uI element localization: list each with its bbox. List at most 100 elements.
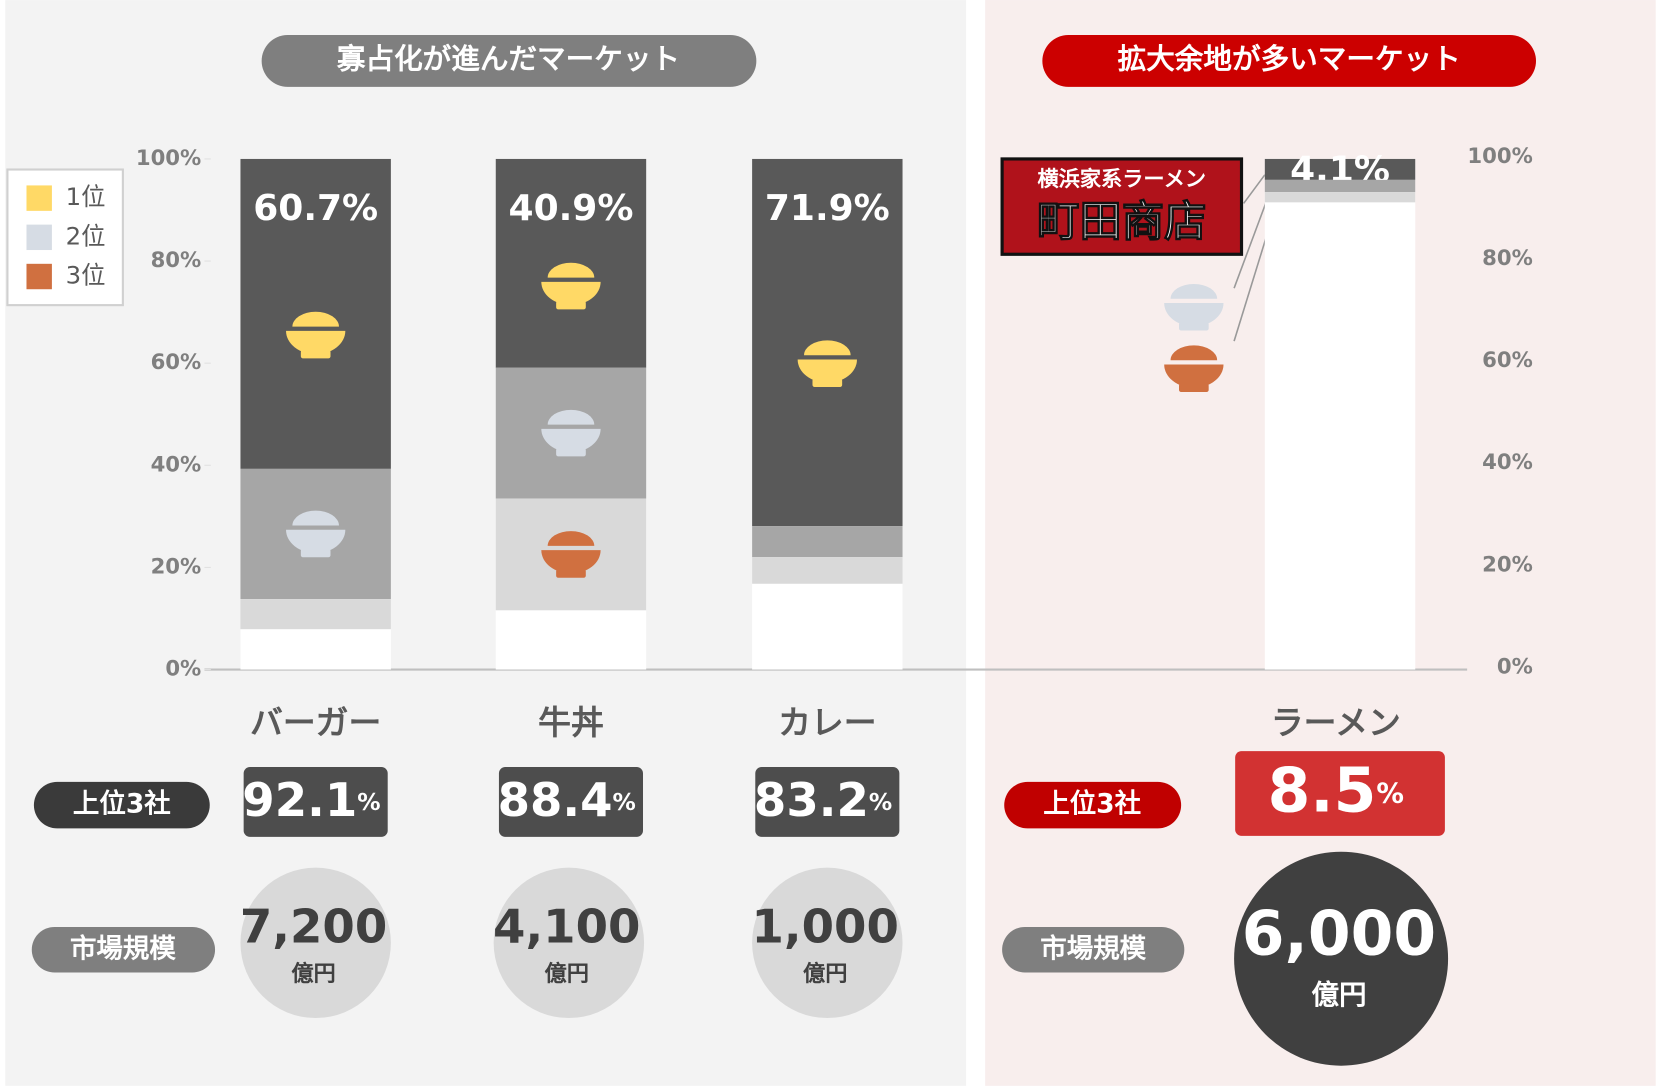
icon [286, 330, 346, 355]
icon [1179, 383, 1209, 392]
top3-value: 88.4 [498, 773, 613, 827]
top3-value: 8.5 [1268, 756, 1377, 827]
left-header: 寡占化が進んだマーケット [336, 41, 680, 75]
top3-title: 上位3社 [73, 789, 171, 820]
y2-tick-label: 40% [1482, 449, 1533, 474]
market-unit: 億円 [544, 961, 588, 987]
y2-tick-label: 60% [1482, 347, 1533, 372]
y-tick-label: 40% [151, 451, 202, 476]
top3-unit: % [869, 789, 892, 816]
top3-share: 88.4% [498, 773, 636, 827]
y-tick-label: 100% [136, 145, 201, 170]
icon [556, 447, 586, 457]
market-pill [1002, 926, 1185, 973]
top3-box [1235, 751, 1445, 836]
top3-unit: % [613, 789, 636, 816]
legend-swatch [26, 185, 52, 211]
y-tick-label: 60% [151, 349, 202, 374]
legend-swatch [26, 224, 52, 251]
bar-segment [1264, 158, 1416, 180]
icon [547, 262, 595, 278]
market-title: 市場規模 [70, 934, 176, 965]
data-label: 60.7% [253, 188, 378, 229]
x-tick-label: 牛丼 [538, 704, 604, 742]
right-header-pill [1042, 35, 1537, 87]
y2-tick-label: 20% [1482, 551, 1533, 576]
y2-tick-label: 80% [1482, 245, 1533, 270]
top3-value: 92.1 [242, 773, 357, 827]
left-header-pill [261, 35, 757, 87]
icon [547, 409, 595, 425]
icon [1164, 303, 1224, 327]
top3-box [755, 766, 900, 837]
icon [1179, 322, 1209, 331]
data-label: 40.9% [509, 188, 634, 229]
y-tick-label: 0% [165, 656, 201, 681]
top3-share: 8.5% [1268, 756, 1404, 827]
icon [1170, 283, 1218, 299]
market-unit: 億円 [1311, 979, 1366, 1011]
bar-segment [1264, 179, 1416, 193]
icon [547, 531, 595, 546]
icon [292, 311, 339, 327]
bar-segment [752, 526, 903, 558]
top3-pill [33, 781, 210, 829]
x-tick-label: ラーメン [1271, 704, 1401, 742]
market-circle [752, 867, 903, 1019]
y2-tick-label: 0% [1497, 653, 1533, 678]
y2-tick-label: 100% [1467, 143, 1532, 168]
legend-label: 3位 [66, 261, 106, 290]
x-tick-label: カレー [778, 704, 876, 742]
icon [1170, 345, 1218, 361]
market-circle [240, 867, 391, 1019]
market-circle [1234, 851, 1449, 1066]
top3-box [498, 766, 644, 837]
right-header: 拡大余地が多いマーケット [1118, 41, 1461, 75]
bar-background [1264, 158, 1416, 670]
market-circle [493, 867, 645, 1019]
icon [556, 569, 586, 578]
x-tick-label: バーガー [250, 704, 381, 742]
market-unit: 億円 [291, 961, 335, 987]
legend-label: 2位 [66, 221, 106, 250]
y-tick-label: 80% [151, 247, 202, 272]
y-tick-label: 20% [151, 553, 202, 578]
icon [541, 281, 601, 306]
market-size: 1,000 [752, 900, 899, 954]
icon [292, 510, 339, 526]
bar-segment [752, 557, 903, 584]
top3-share: 83.2% [754, 773, 892, 827]
data-label: 71.9% [765, 188, 890, 229]
icon [300, 548, 331, 558]
market-unit: 億円 [803, 961, 847, 987]
top3-title: 上位3社 [1043, 789, 1141, 820]
logo-text: 横浜家系ラーメン [1038, 166, 1207, 191]
top3-unit: % [357, 789, 380, 816]
market-size: 7,200 [240, 900, 387, 954]
top3-share: 92.1% [242, 773, 380, 827]
bar-segment [240, 599, 391, 630]
top3-box [243, 766, 388, 837]
icon [1164, 364, 1224, 388]
icon [812, 378, 843, 387]
market-pill [31, 926, 216, 973]
icon [556, 300, 586, 310]
top3-value: 83.2 [754, 773, 869, 827]
legend-swatch [26, 263, 52, 290]
icon [541, 550, 601, 574]
icon [797, 359, 857, 383]
logo [1000, 157, 1244, 256]
market-size: 4,100 [493, 900, 640, 954]
icon [286, 529, 346, 554]
icon [300, 349, 331, 359]
legend-label: 1位 [66, 182, 106, 211]
market-size: 6,000 [1242, 899, 1436, 970]
top3-pill [1004, 781, 1182, 829]
market-title: 市場規模 [1040, 934, 1146, 965]
bar-segment [1264, 192, 1416, 203]
logo-text: 町田商店 [1037, 197, 1206, 246]
icon [804, 340, 851, 356]
top3-unit: % [1376, 778, 1404, 810]
icon [541, 428, 601, 453]
